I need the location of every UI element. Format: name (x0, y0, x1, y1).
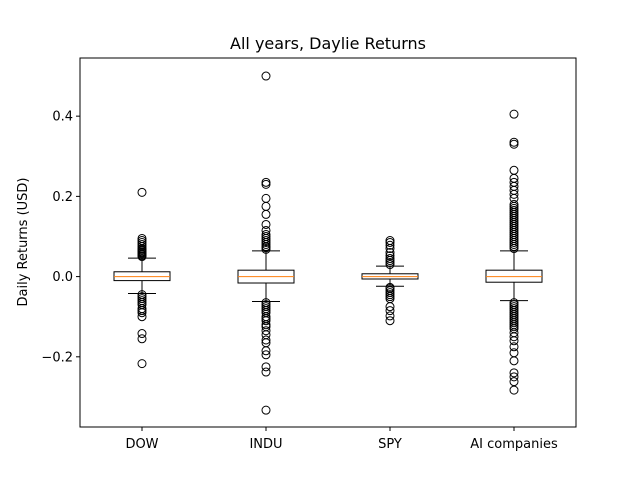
outlier-point (137, 308, 147, 318)
x-tick-label: AI companies (470, 437, 558, 452)
y-tick-label: −0.2 (41, 350, 73, 365)
outlier-point (509, 385, 519, 395)
outlier-point (137, 187, 147, 197)
y-tick-label: 0.0 (52, 270, 73, 285)
outlier-point (137, 359, 147, 369)
x-tick-label: SPY (378, 437, 402, 452)
outlier-point (261, 244, 271, 254)
outlier-point (385, 260, 395, 270)
outlier-point (509, 332, 519, 342)
x-tick-label: INDU (249, 437, 282, 452)
outlier-point (385, 306, 395, 316)
outlier-point (261, 179, 271, 189)
outlier-point (509, 109, 519, 119)
outlier-point (261, 177, 271, 187)
outlier-point (261, 201, 271, 211)
outlier-point (385, 316, 395, 326)
outlier-point (137, 252, 147, 262)
outlier-point (385, 302, 395, 312)
outlier-point (261, 350, 271, 360)
outlier-point (261, 71, 271, 81)
outlier-point (137, 334, 147, 344)
outlier-point (509, 377, 519, 387)
outlier-point (509, 356, 519, 366)
outlier-point (385, 251, 395, 261)
outlier-point (509, 372, 519, 382)
outlier-point (137, 329, 147, 339)
outlier-point (385, 240, 395, 250)
outlier-point (137, 312, 147, 322)
y-tick-label: 0.4 (52, 110, 73, 125)
outlier-point (261, 362, 271, 372)
outlier-point (261, 326, 271, 336)
outlier-point (261, 335, 271, 345)
outlier-point (261, 367, 271, 377)
plot-area: −0.2 0.0 0.2 0.4 DOW INDU SPY AI companies (41, 71, 558, 452)
outlier-point (385, 238, 395, 247)
outlier-point (261, 209, 271, 219)
outlier-point (261, 405, 271, 415)
y-axis-label: Daily Returns (USD) (16, 178, 31, 307)
outlier-point (385, 311, 395, 321)
outlier-point (261, 346, 271, 356)
outlier-point (385, 235, 395, 245)
outlier-point (509, 342, 519, 352)
outlier-point (385, 244, 395, 254)
chart-title: All years, Daylie Returns (230, 34, 426, 53)
outlier-point (509, 165, 519, 175)
outlier-point (509, 244, 519, 254)
outlier-point (261, 316, 271, 326)
outlier-point (509, 137, 519, 147)
outlier-point (509, 336, 519, 346)
y-tick-label: 0.2 (52, 190, 73, 205)
outlier-point (261, 193, 271, 203)
outlier-point (509, 189, 519, 199)
x-tick-label: DOW (125, 437, 158, 452)
outlier-point (509, 368, 519, 378)
outlier-point (509, 139, 519, 149)
axes-frame (79, 57, 577, 428)
outlier-point (509, 348, 519, 358)
outlier-point (261, 219, 271, 229)
